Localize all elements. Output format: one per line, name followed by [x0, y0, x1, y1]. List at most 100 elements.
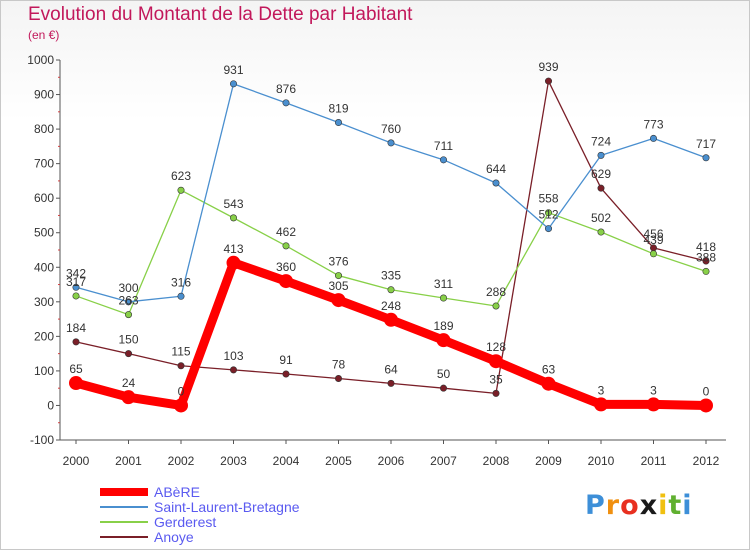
- x-tick-label: 2007: [430, 454, 457, 468]
- data-point: [702, 267, 710, 275]
- data-label: 184: [66, 321, 86, 335]
- data-label: 819: [328, 102, 348, 116]
- proxiti-logo: Proxiti: [585, 490, 693, 521]
- data-label: 388: [696, 250, 716, 264]
- data-label: 717: [696, 137, 716, 151]
- data-label: 317: [66, 275, 86, 289]
- data-label: 300: [118, 281, 138, 295]
- data-label: 248: [381, 299, 401, 313]
- x-tick-label: 2009: [535, 454, 562, 468]
- data-point: [387, 139, 395, 147]
- data-label: 543: [223, 197, 243, 211]
- series-ab-re: [69, 255, 713, 413]
- x-tick-label: 2008: [483, 454, 510, 468]
- data-label: 644: [486, 162, 506, 176]
- data-label: 263: [118, 294, 138, 308]
- y-tick-label: 0: [47, 398, 54, 412]
- data-label: 413: [223, 242, 243, 256]
- data-point: [230, 214, 238, 222]
- y-tick-label: 600: [34, 191, 54, 205]
- y-tick-label: 500: [34, 226, 54, 240]
- data-label: 360: [276, 260, 296, 274]
- data-point: [492, 179, 500, 187]
- data-label: 502: [591, 211, 611, 225]
- data-point: [226, 255, 241, 270]
- data-label: 3: [598, 383, 605, 397]
- series-gerderest: [72, 186, 710, 319]
- legend-label: ABèRE: [154, 484, 200, 500]
- data-point: [387, 379, 395, 387]
- data-label: 939: [538, 60, 558, 74]
- data-label: 115: [171, 345, 190, 359]
- series-line: [75, 189, 707, 316]
- data-label: 335: [381, 269, 401, 283]
- data-point: [702, 154, 710, 162]
- data-label: 931: [223, 63, 243, 77]
- x-tick-label: 2005: [325, 454, 352, 468]
- data-point: [544, 209, 552, 217]
- data-label: 711: [434, 139, 453, 153]
- data-point: [597, 184, 605, 192]
- data-label: 376: [328, 255, 348, 269]
- data-point: [384, 312, 398, 327]
- data-point: [177, 186, 185, 194]
- data-label: 3: [650, 383, 657, 397]
- data-label: 91: [279, 353, 293, 367]
- data-label: 189: [433, 319, 453, 333]
- data-point: [121, 390, 136, 405]
- data-point: [702, 257, 710, 265]
- data-point: [492, 389, 500, 397]
- data-point: [331, 293, 346, 308]
- data-point: [69, 376, 83, 390]
- legend-label: Anoye: [154, 529, 194, 545]
- x-tick-label: 2012: [693, 454, 720, 468]
- x-tick-label: 2004: [273, 454, 300, 468]
- data-point: [282, 370, 290, 378]
- data-label: 35: [489, 372, 503, 386]
- data-point: [177, 292, 185, 300]
- data-point: [72, 283, 80, 291]
- data-point: [597, 228, 605, 236]
- x-tick-label: 2000: [63, 454, 90, 468]
- data-point: [492, 302, 500, 310]
- data-point: [699, 398, 713, 413]
- data-label: 773: [643, 117, 663, 131]
- data-label: 63: [542, 363, 556, 377]
- data-label: 342: [66, 266, 86, 280]
- data-label: 512: [538, 208, 558, 222]
- data-point: [436, 333, 451, 348]
- data-label: 78: [332, 358, 346, 372]
- data-point: [649, 250, 657, 258]
- data-point: [230, 366, 238, 374]
- y-tick-label: 700: [34, 157, 54, 171]
- data-point: [439, 156, 447, 164]
- data-point: [174, 398, 188, 413]
- data-label: 462: [276, 225, 296, 239]
- data-label: 558: [538, 192, 558, 206]
- data-point: [544, 77, 552, 85]
- data-point: [544, 225, 552, 233]
- x-tick-label: 2010: [588, 454, 615, 468]
- data-label: 724: [591, 134, 611, 148]
- data-label: 24: [122, 376, 136, 390]
- data-label: 150: [118, 333, 138, 347]
- y-tick-label: 400: [34, 260, 54, 274]
- x-tick-label: 2003: [220, 454, 247, 468]
- data-label: 103: [223, 349, 243, 363]
- data-label: 0: [178, 384, 185, 398]
- y-tick-label: 200: [34, 329, 54, 343]
- data-label: 311: [434, 277, 453, 291]
- x-tick-label: 2002: [168, 454, 195, 468]
- y-tick-label: 100: [34, 364, 54, 378]
- y-tick-label: 800: [34, 122, 54, 136]
- data-point: [282, 99, 290, 107]
- series-saint-laurent-bretagne: [72, 80, 710, 306]
- data-point: [334, 272, 342, 280]
- data-label: 50: [437, 367, 451, 381]
- data-point: [439, 294, 447, 302]
- data-label: 439: [643, 233, 663, 247]
- y-tick-label: 1000: [27, 53, 54, 67]
- data-label: 418: [696, 240, 716, 254]
- series-anoye: [72, 77, 710, 397]
